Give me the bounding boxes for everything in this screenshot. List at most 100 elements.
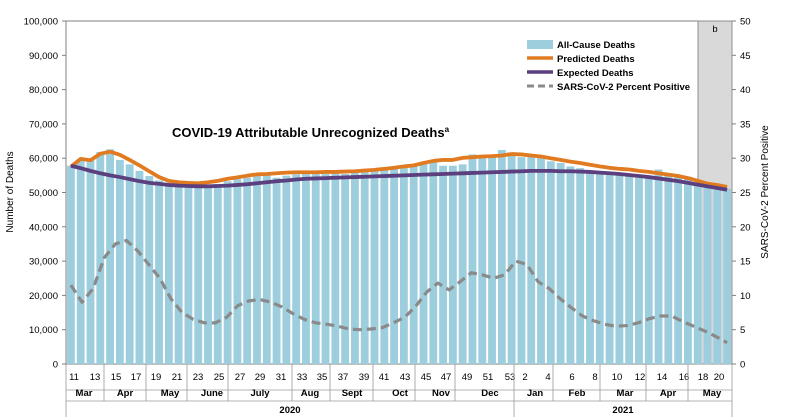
x-month-label: Sept: [342, 388, 363, 399]
y-tick-label: 10,000: [29, 325, 58, 336]
bar: [115, 159, 124, 364]
x-month-label: Aug: [301, 388, 320, 399]
bar: [66, 165, 75, 364]
bar: [125, 164, 134, 364]
y2-tick-label: 25: [740, 188, 751, 199]
bar: [409, 164, 418, 364]
bar: [723, 188, 732, 364]
x-week-label: 43: [400, 372, 411, 383]
x-month-label: July: [250, 388, 270, 399]
y-tick-label: 90,000: [29, 51, 58, 62]
y-axis-right: 0 5 10 15 20 25 30 35 40 45 50: [732, 17, 751, 371]
bar: [233, 179, 242, 364]
x-year-label: 2020: [279, 405, 300, 416]
x-week-label: 45: [421, 372, 432, 383]
bar: [321, 173, 330, 364]
bar: [331, 173, 340, 364]
bar: [223, 181, 232, 364]
chart-title: COVID-19 Attributable Unrecognized Death…: [172, 125, 450, 140]
bar: [497, 149, 506, 364]
legend-label-predicted: Predicted Deaths: [557, 54, 635, 65]
series-line-percent-positive: [69, 238, 728, 345]
x-week-label: 51: [483, 372, 494, 383]
bar: [468, 154, 477, 364]
bar: [155, 180, 163, 364]
y2-tick-label: 30: [740, 154, 751, 165]
x-week-label: 8: [592, 372, 597, 383]
bar: [566, 166, 575, 364]
x-week-label: 23: [193, 372, 204, 383]
y-tick-label: 20,000: [29, 291, 58, 302]
bar: [145, 176, 154, 364]
bar: [546, 161, 555, 364]
x-week-label: 4: [545, 372, 550, 383]
bar: [654, 169, 663, 364]
y2-tick-label: 50: [740, 17, 751, 28]
bar: [576, 168, 585, 364]
x-week-label: 12: [635, 372, 646, 383]
bar: [684, 176, 692, 364]
shaded-region-label: b: [712, 24, 717, 35]
x-axis: 11 13 15 17 19 21 23 25 27 29 31 33 35 37 39 41 43 45 47 49…: [65, 364, 733, 417]
x-week-label: 25: [214, 372, 225, 383]
series-line-predicted: [69, 149, 728, 189]
y-tick-label: 70,000: [29, 119, 58, 130]
bar: [302, 173, 310, 364]
x-week-label: 19: [151, 372, 162, 383]
x-week-label: 27: [235, 372, 246, 383]
x-month-label: Apr: [660, 388, 677, 399]
x-week-label: 2: [522, 372, 527, 383]
x-week-label: 33: [297, 372, 308, 383]
bar: [360, 172, 369, 364]
x-month-label: Oct: [392, 388, 409, 399]
bar: [341, 173, 350, 364]
bar: [488, 155, 496, 364]
bar: [282, 175, 291, 364]
bar: [106, 149, 114, 364]
bar: [184, 187, 193, 364]
bar: [537, 157, 545, 364]
legend-label-all-cause: All-Cause Deaths: [557, 40, 635, 51]
x-year-label: 2021: [612, 405, 634, 416]
y-tick-label: 50,000: [29, 188, 58, 199]
bar: [243, 177, 252, 364]
bar: [635, 177, 643, 364]
x-week-label: 37: [338, 372, 349, 383]
x-week-label: 47: [441, 372, 452, 383]
y2-tick-label: 40: [740, 85, 751, 96]
x-month-label: Feb: [569, 388, 586, 399]
y-tick-label: 100,000: [24, 17, 58, 28]
y2-tick-label: 15: [740, 257, 751, 268]
x-month-label: Dec: [481, 388, 498, 399]
x-week-label: 18: [698, 372, 709, 383]
legend-swatch-all-cause: [527, 40, 553, 49]
bar: [419, 162, 428, 364]
y-axis-title: Number of Deaths: [5, 151, 16, 232]
y2-tick-label: 0: [740, 360, 745, 371]
bar: [439, 165, 447, 364]
x-week-label: 53: [505, 372, 516, 383]
y2-tick-label: 20: [740, 222, 751, 233]
x-week-label: 16: [679, 372, 690, 383]
bar: [262, 172, 271, 364]
bar: [174, 185, 183, 364]
legend-label-percent-positive: SARS-CoV-2 Percent Positive: [557, 82, 690, 93]
x-week-label: 15: [111, 372, 122, 383]
bar: [86, 159, 95, 364]
x-month-label: May: [161, 388, 180, 399]
bar: [370, 171, 379, 364]
legend-label-expected: Expected Deaths: [557, 68, 634, 79]
y-tick-label: 0: [53, 360, 58, 371]
bar: [693, 184, 702, 364]
bar: [478, 156, 487, 364]
bar: [351, 172, 359, 364]
bar: [399, 167, 408, 364]
bar: [194, 187, 203, 364]
bar: [448, 165, 457, 364]
bar: [664, 173, 673, 364]
y-tick-label: 30,000: [29, 257, 58, 268]
bar: [164, 184, 173, 364]
bar-series: [66, 149, 732, 364]
bar: [272, 177, 281, 364]
